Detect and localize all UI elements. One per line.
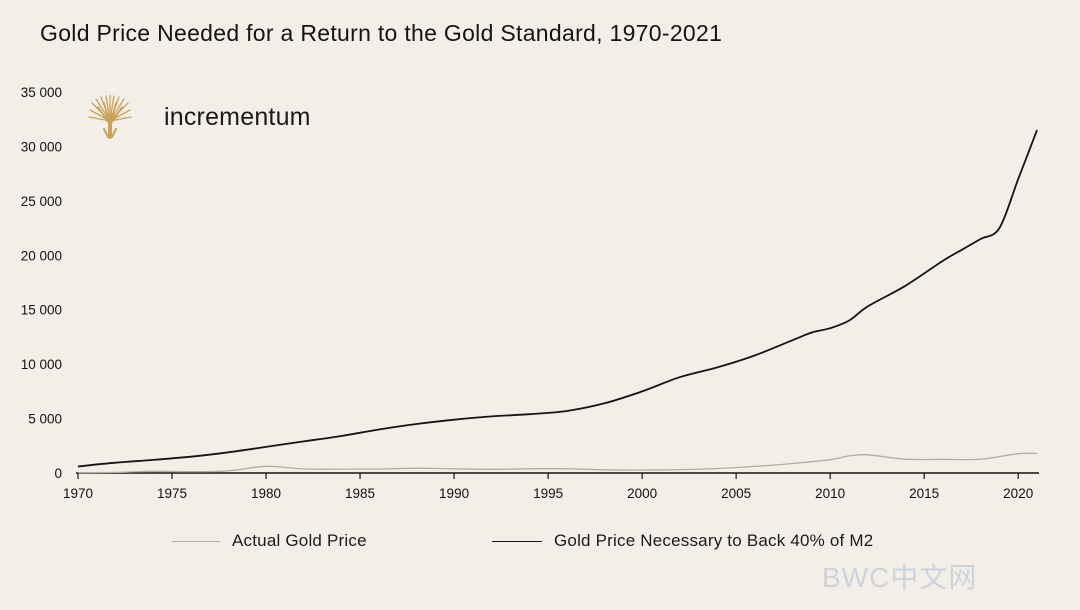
x-tick-label: 2015 [909,486,939,501]
brand-name: incrementum [164,102,311,131]
legend-item-necessary: Gold Price Necessary to Back 40% of M2 [492,531,873,551]
legend-item-actual: Actual Gold Price [172,531,367,551]
legend-swatch-necessary [492,540,542,542]
y-tick-label: 35 000 [21,85,62,100]
x-tick-label: 1970 [63,486,93,501]
legend-label-actual: Actual Gold Price [232,531,367,550]
y-tick-label: 25 000 [21,194,62,209]
y-tick-label: 10 000 [21,357,62,372]
x-tick-label: 1990 [439,486,469,501]
watermark: BWC中文网 [822,562,978,593]
y-tick-label: 15 000 [21,303,62,318]
x-tick-label: 2010 [815,486,845,501]
series-gold-price-necessary [77,129,1038,468]
chart-title: Gold Price Needed for a Return to the Go… [40,20,723,46]
x-tick-label: 2000 [627,486,657,501]
x-tick-label: 1985 [345,486,375,501]
legend-swatch-actual [172,540,220,542]
x-tick-label: 1980 [251,486,281,501]
x-tick-label: 1995 [533,486,563,501]
tree-logo-icon [88,95,132,139]
y-tick-label: 20 000 [21,248,62,263]
legend-label-necessary: Gold Price Necessary to Back 40% of M2 [554,531,874,550]
y-tick-label: 0 [54,466,62,481]
x-tick-label: 1975 [157,486,187,501]
brand-logo: incrementum [88,95,311,139]
chart-legend: Actual Gold Price Gold Price Necessary t… [0,531,1080,555]
y-tick-label: 5 000 [28,412,62,427]
x-tick-label: 2020 [1003,486,1033,501]
y-tick-label: 30 000 [21,139,62,154]
series-actual-gold-price [77,452,1038,474]
x-tick-label: 2005 [721,486,751,501]
